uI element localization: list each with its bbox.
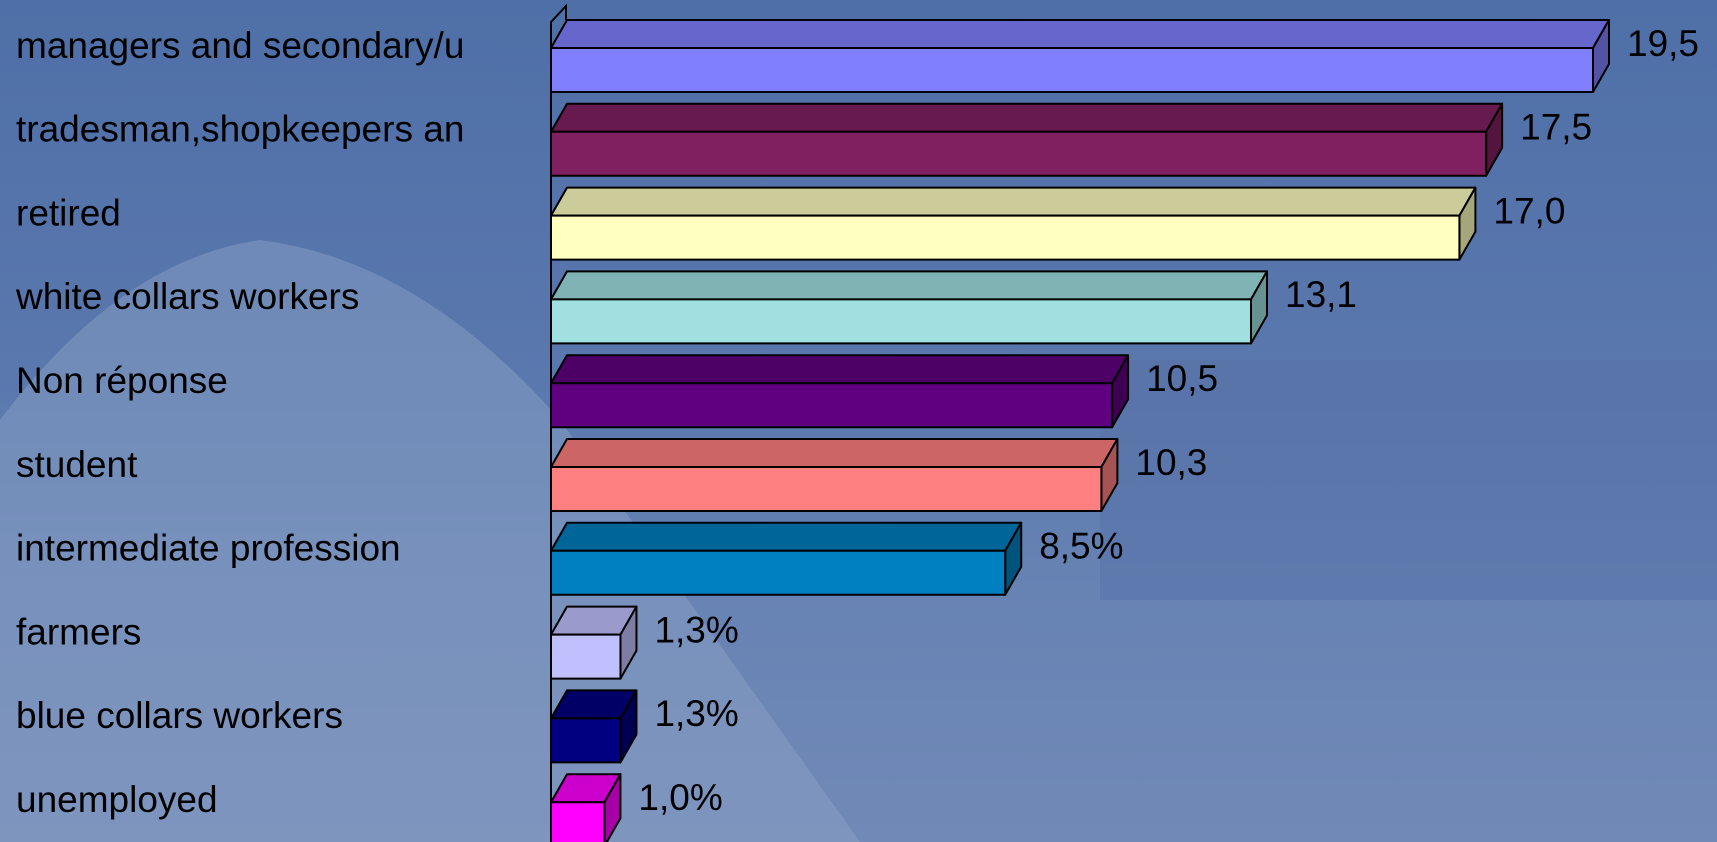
bar — [550, 466, 1103, 512]
bar — [550, 633, 622, 680]
terminal-shape — [1100, 360, 1717, 600]
bar-top — [550, 19, 1610, 49]
axis-wall — [550, 3, 567, 842]
category-label: white collars workers — [15, 276, 359, 317]
category-label: blue collars workers — [16, 695, 343, 736]
value-label: 1,3% — [654, 609, 738, 650]
bar-top — [550, 270, 1269, 301]
value-label: 17,5 — [1520, 107, 1592, 148]
category-label: Non réponse — [16, 360, 228, 401]
bar — [550, 214, 1461, 261]
value-label: 8,5% — [1039, 526, 1123, 567]
value-label: 19,5 — [1627, 23, 1699, 64]
value-label: 1,3% — [654, 693, 738, 734]
value-label: 1,0% — [638, 777, 722, 818]
bar — [550, 298, 1253, 345]
value-label: 10,3 — [1135, 442, 1207, 483]
category-label: intermediate profession — [16, 528, 401, 569]
category-label: tradesman,shopkeepers an — [16, 109, 464, 150]
category-label: unemployed — [16, 779, 218, 820]
bar — [550, 130, 1488, 177]
value-label: 10,5 — [1146, 358, 1218, 399]
bar — [550, 47, 1594, 93]
bar — [550, 717, 622, 764]
category-label: managers and secondary/u — [16, 25, 464, 66]
bar — [550, 801, 606, 842]
bar-top — [550, 102, 1504, 133]
bar-top — [550, 438, 1119, 468]
airplane-shape — [0, 240, 860, 842]
bar — [550, 549, 1007, 596]
category-label: retired — [16, 192, 121, 233]
category-label: farmers — [16, 611, 141, 652]
value-label: 13,1 — [1285, 274, 1357, 315]
bar — [550, 382, 1114, 429]
bar-top — [550, 354, 1130, 385]
bar-top — [550, 186, 1477, 217]
value-label: 17,0 — [1493, 190, 1565, 231]
category-label: student — [16, 444, 138, 485]
bar-top — [550, 521, 1023, 552]
